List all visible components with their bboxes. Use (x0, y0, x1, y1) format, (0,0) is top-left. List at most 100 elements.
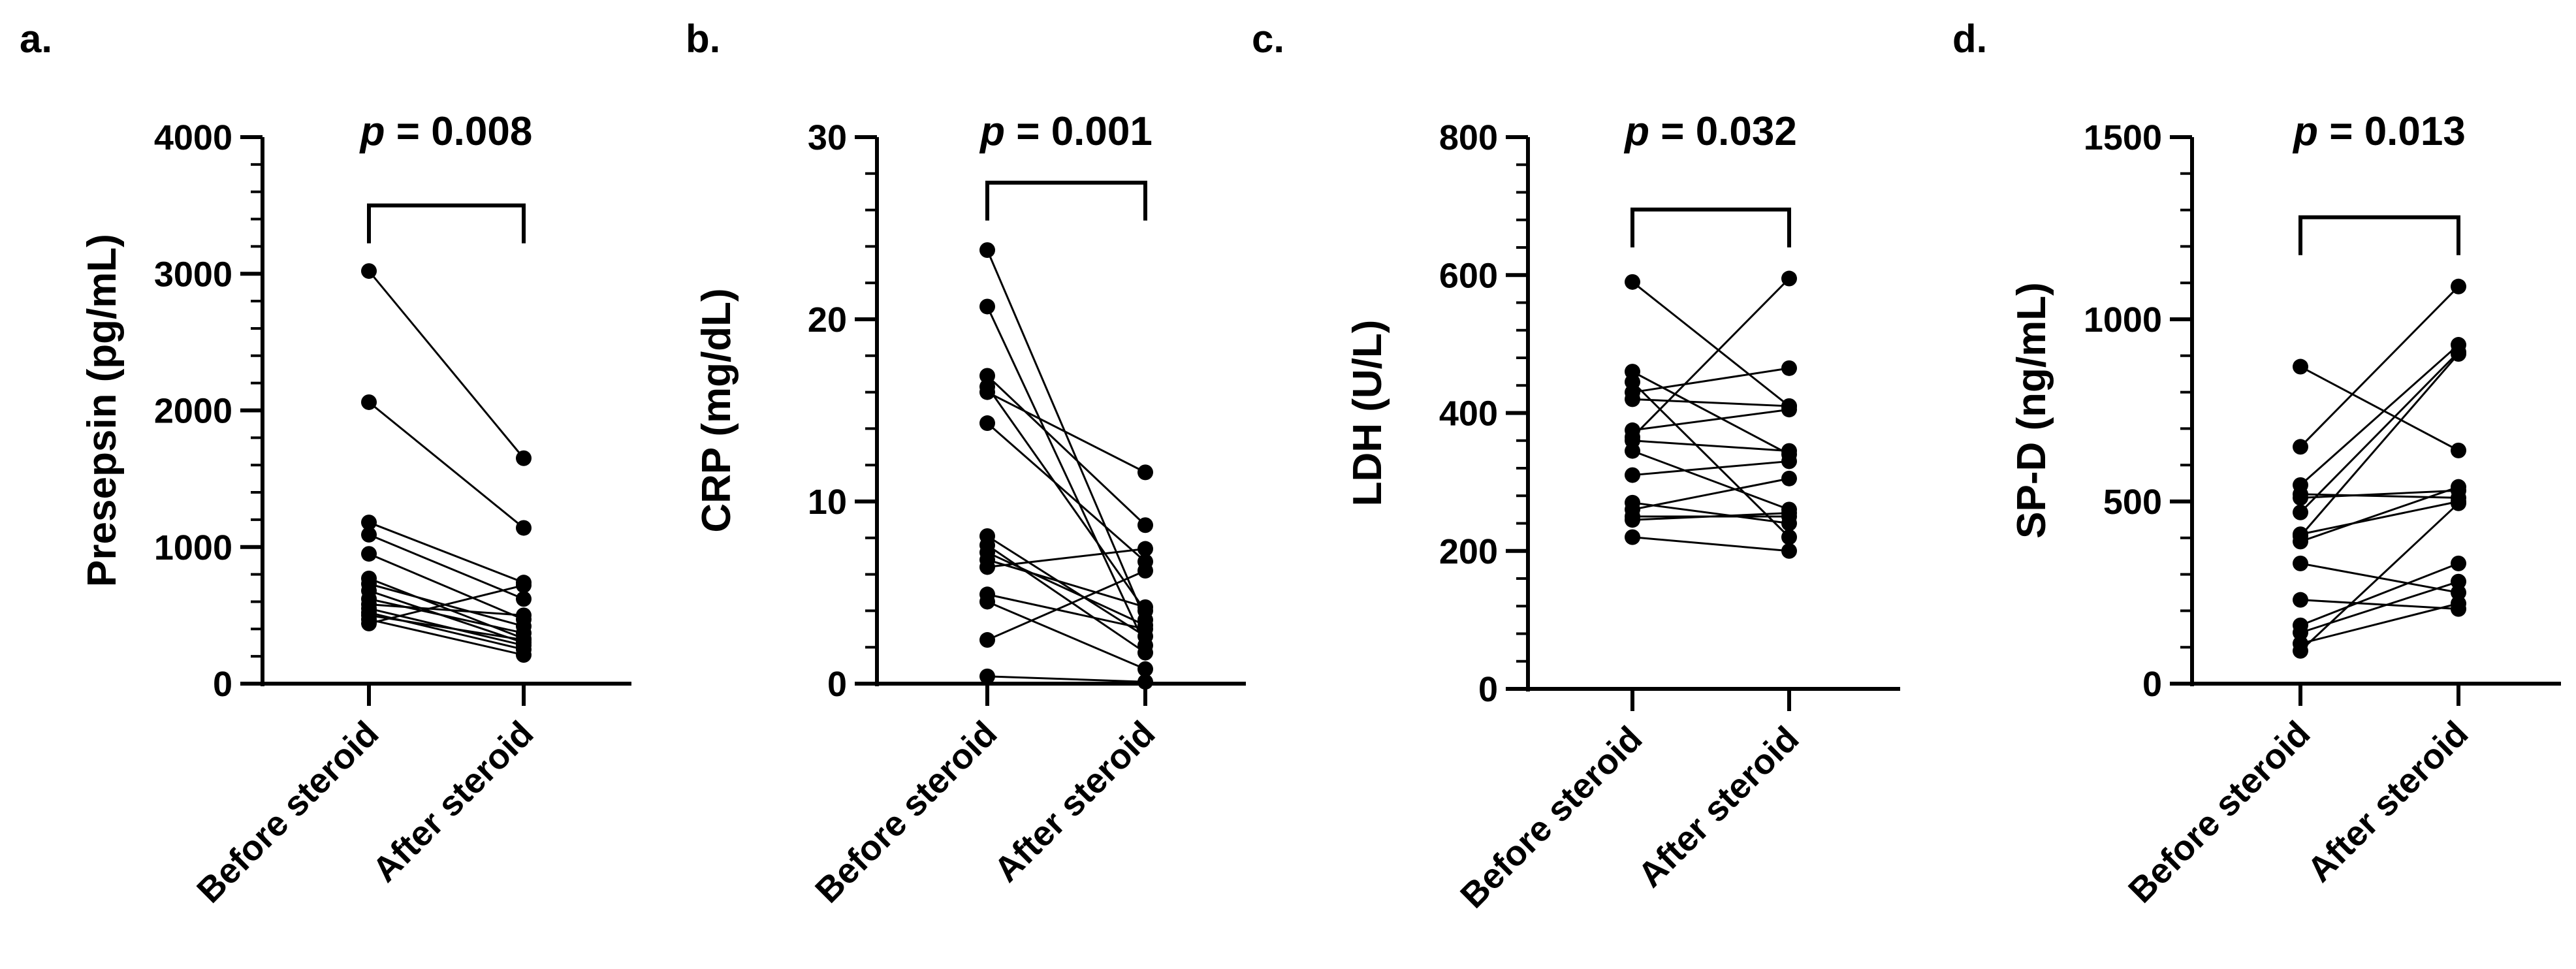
point-before (979, 559, 995, 575)
point-after (516, 577, 532, 594)
pair-line (368, 614, 524, 641)
pair-line (1632, 439, 1790, 453)
point-before (361, 515, 377, 531)
pair-line (1632, 367, 1790, 394)
tick-label: 200 (1439, 532, 1498, 571)
panel-label: d. (1952, 17, 1987, 61)
point-before (2293, 439, 2308, 455)
point-before (2293, 528, 2308, 545)
tick-label: 0 (2142, 665, 2162, 704)
tick-label: 600 (1439, 256, 1498, 295)
tick-label: 2000 (154, 392, 232, 431)
tick-label: 1000 (2084, 300, 2162, 340)
point-before (1625, 391, 1640, 407)
point-after (1137, 644, 1153, 661)
point-before (979, 368, 995, 384)
point-before (361, 526, 377, 543)
significance-bracket (1630, 207, 1791, 247)
y-axis-title: SP-D (ng/mL) (2009, 282, 2054, 539)
point-before (361, 263, 377, 279)
pair-line (368, 618, 524, 656)
point-before (1625, 467, 1640, 483)
pair-line (368, 603, 524, 616)
pair-line (1632, 512, 1790, 521)
pair-line (1632, 460, 1790, 477)
pair-line (987, 391, 1146, 473)
point-after (1137, 674, 1153, 690)
pair-line (987, 675, 1146, 683)
point-before (1625, 512, 1640, 528)
point-before (2293, 624, 2308, 641)
point-before (2293, 592, 2308, 608)
point-after (1781, 543, 1797, 559)
pair-line (987, 535, 1146, 637)
y-axis-title: CRP (mg/dL) (694, 288, 739, 532)
tick-label: 4000 (154, 118, 232, 157)
point-before (979, 384, 995, 400)
tick-label: 0 (827, 665, 847, 704)
pair-line (368, 552, 524, 621)
pair-line (368, 270, 525, 459)
pair-line (368, 577, 524, 640)
pair-line (2300, 493, 2459, 499)
pair-line (1632, 501, 1790, 524)
pair-line (987, 593, 1146, 630)
point-after (1137, 599, 1153, 615)
point-after (516, 647, 532, 663)
point-after (516, 520, 532, 536)
tick-label: 20 (808, 300, 847, 340)
point-before (979, 668, 995, 684)
point-before (2293, 358, 2308, 375)
pair-line (2300, 602, 2459, 645)
tick-label: 1000 (154, 528, 232, 567)
point-before (2293, 643, 2308, 659)
p-value-annotation: p = 0.001 (979, 109, 1153, 154)
pair-line (1632, 450, 1790, 511)
point-after (2451, 596, 2466, 612)
pair-line (1631, 278, 1790, 438)
panel-label: c. (1252, 17, 1284, 61)
point-after (1137, 661, 1153, 677)
category-label-after: After steroid (365, 714, 541, 889)
point-after (1137, 563, 1153, 579)
point-before (1625, 529, 1640, 545)
pair-line (2300, 599, 2459, 611)
tick-label: 3000 (154, 255, 232, 294)
tick-label: 10 (808, 483, 847, 522)
point-after (1137, 464, 1153, 481)
point-after (2451, 483, 2466, 499)
pair-line (2300, 489, 2459, 499)
pair-line (987, 601, 1146, 671)
pair-line (1631, 381, 1790, 538)
point-after (516, 591, 532, 607)
pair-line (368, 521, 524, 584)
tick-label: 800 (1439, 118, 1498, 157)
point-before (2293, 504, 2308, 520)
point-before (361, 394, 377, 410)
p-value-annotation: p = 0.032 (1623, 109, 1797, 154)
point-after (516, 450, 532, 466)
significance-bracket (367, 203, 526, 244)
panel-label: a. (20, 17, 52, 61)
category-label-after: After steroid (987, 714, 1162, 889)
point-before (2293, 490, 2308, 506)
pair-line (1632, 370, 1790, 456)
pair-line (986, 306, 1147, 646)
point-after (516, 632, 532, 648)
pair-line (987, 558, 1146, 609)
point-after (2451, 495, 2466, 511)
pair-line (1632, 477, 1790, 511)
category-label-before: Before steroid (808, 714, 1004, 910)
point-after (1781, 360, 1797, 376)
point-before (1625, 443, 1640, 459)
category-label-after: After steroid (1630, 719, 1806, 895)
pair-line (2300, 343, 2459, 486)
point-before (361, 546, 377, 562)
point-before (979, 242, 995, 258)
pair-line (1632, 398, 1790, 407)
panel-label: b. (686, 17, 720, 61)
